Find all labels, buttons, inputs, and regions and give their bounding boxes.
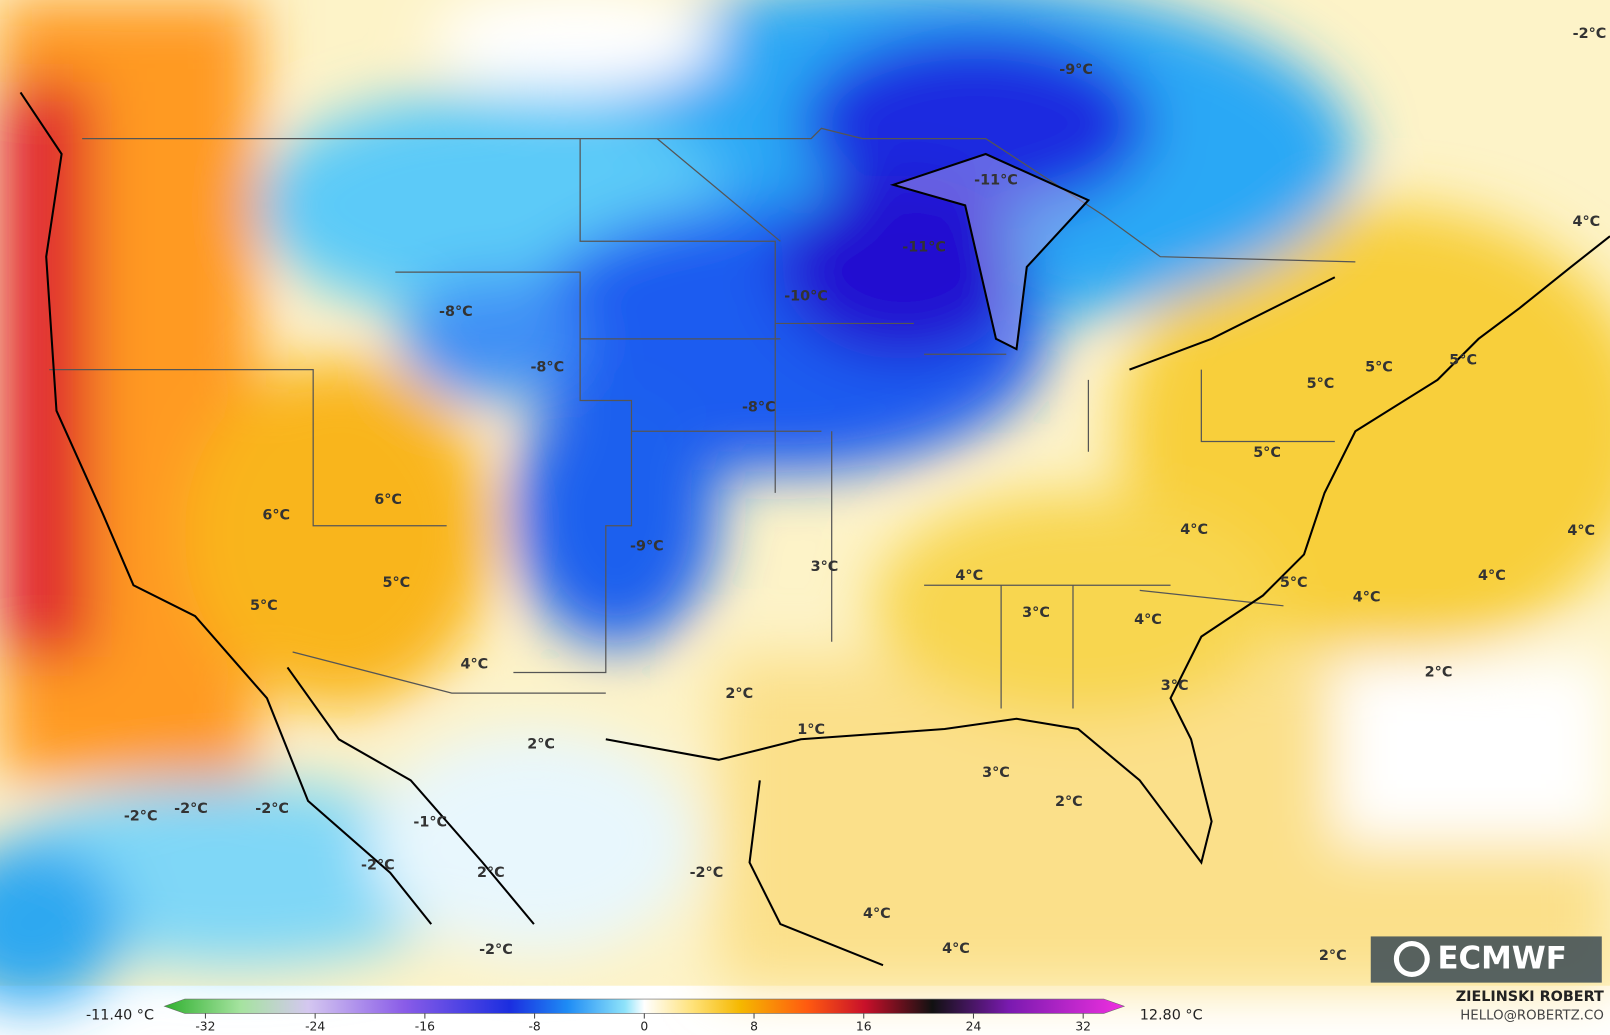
temperature-label: 4°C	[1567, 523, 1595, 539]
temperature-label: -8°C	[742, 400, 776, 416]
colorbar-tick-label: 24	[966, 1019, 982, 1033]
temperature-label: -11°C	[902, 239, 946, 255]
colorbar-tick-label: 16	[856, 1019, 872, 1033]
colorbar-tick-label: 32	[1075, 1019, 1091, 1033]
temperature-label: 5°C	[382, 575, 410, 591]
logo-text: ECMWF	[1438, 941, 1567, 977]
temperature-label: -8°C	[530, 360, 564, 376]
colorbar-tick-label: 8	[750, 1019, 758, 1033]
temperature-label: -9°C	[1059, 62, 1093, 78]
temperature-label: 5°C	[1449, 352, 1477, 368]
temperature-label: 2°C	[1319, 948, 1347, 964]
temperature-label: 4°C	[955, 568, 983, 584]
colorbar-min: -11.40 °C	[86, 1007, 154, 1023]
colorbar-tick-label: -8	[528, 1019, 540, 1033]
colorbar-scale	[163, 998, 1126, 1014]
temperature-label: -2°C	[479, 942, 513, 958]
temperature-label: 4°C	[1353, 590, 1381, 606]
temperature-label: 5°C	[1280, 575, 1308, 591]
temperature-label: 5°C	[250, 598, 278, 614]
temperature-label: 4°C	[1478, 568, 1506, 584]
temperature-label: 1°C	[797, 722, 825, 738]
temperature-label: -2°C	[361, 858, 395, 874]
colorbar-tick-label: -16	[415, 1019, 435, 1033]
temperature-label: 2°C	[477, 865, 505, 881]
temperature-label: 5°C	[1307, 376, 1335, 392]
temperature-label: -2°C	[1573, 26, 1607, 42]
temperature-label: 4°C	[942, 941, 970, 957]
temperature-label: 2°C	[1425, 665, 1453, 681]
temperature-label: -10°C	[784, 289, 828, 305]
temperature-label: -2°C	[174, 801, 208, 817]
colorbar: -11.40 °C 12.80 °C -32 -24 -16 -8 0 8 16 24 32	[86, 998, 1203, 1033]
temperature-label: 4°C	[863, 906, 891, 922]
temperature-label: -8°C	[439, 304, 473, 320]
borders	[49, 127, 1356, 709]
temperature-label: 5°C	[1365, 360, 1393, 376]
temperature-label: -11°C	[974, 173, 1018, 189]
temperature-label: 3°C	[1161, 678, 1189, 694]
colorbar-tick-label: -32	[195, 1019, 215, 1033]
temperature-label: 4°C	[1573, 214, 1601, 230]
temperature-label: -1°C	[413, 814, 447, 830]
colorbar-max: 12.80 °C	[1140, 1007, 1203, 1023]
temperature-label: 2°C	[527, 736, 555, 752]
temperature-label: 3°C	[982, 765, 1010, 781]
credit-name: ZIELINSKI ROBERT	[1456, 989, 1604, 1005]
temperature-label: 6°C	[374, 492, 402, 508]
temperature-label: 5°C	[1253, 445, 1281, 461]
coastlines	[19, 91, 1610, 967]
temperature-label: 4°C	[461, 656, 489, 672]
map-labels: -9°C -2°C -11°C -11°C -10°C -8°C -8°C -8°C 4°C 5°…	[124, 26, 1606, 964]
colorbar-tick-label: 0	[640, 1019, 648, 1033]
temperature-label: 2°C	[725, 686, 753, 702]
colorbar-tick-label: -24	[305, 1019, 325, 1033]
temperature-label: 3°C	[811, 559, 839, 575]
logo: ECMWF	[1370, 936, 1602, 983]
temperature-field	[0, 0, 1610, 1007]
temperature-label: 4°C	[1180, 522, 1208, 538]
temperature-label: 3°C	[1022, 605, 1050, 621]
credit-contact: HELLO@ROBERTZ.CO	[1460, 1008, 1604, 1023]
temperature-label: -9°C	[630, 538, 664, 554]
temperature-label: -2°C	[124, 808, 158, 824]
temperature-label: 6°C	[262, 507, 290, 523]
temperature-label: -2°C	[690, 865, 724, 881]
temperature-label: -2°C	[255, 801, 289, 817]
temperature-label: 2°C	[1055, 794, 1083, 810]
temperature-label: 4°C	[1134, 612, 1162, 628]
